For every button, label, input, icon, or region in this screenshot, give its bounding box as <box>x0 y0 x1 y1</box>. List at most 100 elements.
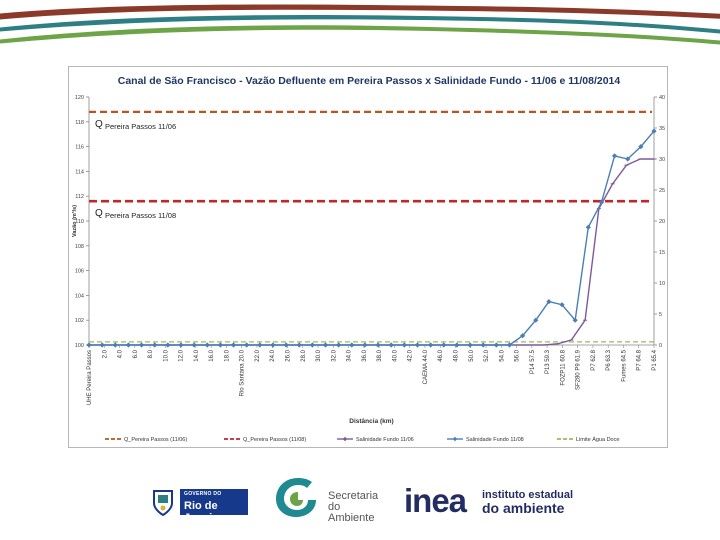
series-sal-11-08-point <box>349 342 355 348</box>
x-tick-label: 50.0 <box>469 349 475 361</box>
x-tick-label: 18.0 <box>224 349 230 361</box>
series-sal-11-08-point <box>165 342 171 348</box>
x-tick-label: 52.0 <box>484 349 490 361</box>
x-tick-label: CAEMA 44.0 <box>423 349 429 384</box>
y-left-tick-label: 118 <box>75 120 84 126</box>
x-tick-label: 40.0 <box>392 349 398 361</box>
swoosh-green <box>0 25 720 45</box>
governo-rj-logo: GOVERNO DO Rio de Janeiro <box>150 487 248 524</box>
series-sal-11-08-point <box>428 342 434 348</box>
rj-small-text: GOVERNO DO <box>184 491 222 497</box>
x-tick-label: 56.0 <box>515 349 521 361</box>
series-sal-11-08-point <box>309 342 315 348</box>
series-sal-11-08-point <box>572 317 578 323</box>
series-sal-11-08-point <box>414 342 421 348</box>
series-sal-11-08-point <box>86 342 92 348</box>
inea-subtitle-2: do ambiente <box>482 500 565 516</box>
y-left-tick-label: 110 <box>75 219 84 225</box>
x-tick-label: 34.0 <box>347 349 353 361</box>
series-sal-11-08-point <box>585 224 591 230</box>
legend-marker <box>452 436 458 442</box>
x-tick-label: P7 64.8 <box>637 349 643 370</box>
x-tick-label: 12.0 <box>179 349 185 361</box>
rj-coat-of-arms-icon <box>153 490 173 517</box>
x-tick-label: P7 62.8 <box>591 349 597 370</box>
spiral-icon <box>276 478 316 517</box>
x-tick-label: Fumes 64.5 <box>621 349 627 381</box>
x-tick-label: 54.0 <box>499 349 505 361</box>
x-tick-label: 6.0 <box>133 349 139 358</box>
x-tick-label: 30.0 <box>316 349 322 361</box>
y-right-tick-label: 25 <box>659 188 665 194</box>
x-tick-label: 8.0 <box>148 349 154 358</box>
legend-label: Salinidade Fundo 11/08 <box>466 437 524 443</box>
annotation-q-sub: Pereira Passos 11/08 <box>105 211 176 220</box>
y-left-tick-label: 112 <box>75 194 84 200</box>
x-tick-label: 24.0 <box>270 349 276 361</box>
swoosh-brown <box>0 4 720 20</box>
annotation-q-label: Q <box>95 119 103 130</box>
x-tick-label: 26.0 <box>286 349 292 361</box>
series-sal-11-08-point <box>506 342 513 348</box>
inea-logo: inea instituto estadual do ambiente <box>404 484 576 518</box>
series-sal-11-08-point <box>454 342 460 348</box>
legend-label: Q_Pereira Passos (11/08) <box>243 437 306 443</box>
x-tick-label: SF280 P9 61.9 <box>576 349 582 390</box>
y-left-tick-label: 106 <box>75 269 84 275</box>
series-sal-11-08-point <box>283 342 289 348</box>
series-sal-11-08-line <box>89 130 655 346</box>
series-sal-11-08-point <box>520 333 526 339</box>
annotation-q-label: Q <box>95 208 103 219</box>
series-sal-11-08-point <box>204 342 210 348</box>
series-sal-11-08-point <box>178 342 184 348</box>
chart-frame: Canal de São Francisco - Vazão Defluente… <box>68 66 668 448</box>
x-tick-label: P14 57.5 <box>530 349 536 374</box>
series-sal-11-08-point <box>598 199 605 205</box>
x-tick-label: 28.0 <box>301 349 307 361</box>
y-right-tick-label: 40 <box>659 95 665 101</box>
series-sal-11-08-point <box>362 342 368 348</box>
y-left-tick-label: 104 <box>75 293 84 299</box>
series-sal-11-08-point <box>480 342 486 348</box>
legend-label: Salinidade Fundo 11/06 <box>356 437 414 443</box>
series-sal-11-08-point <box>270 342 276 348</box>
legend-label: Q_Pereira Passos (11/06) <box>124 437 187 443</box>
series-sal-11-08-point <box>322 342 329 348</box>
x-tick-label: 32.0 <box>331 349 337 361</box>
series-sal-11-08-point <box>638 144 644 150</box>
sa-line2: do Ambiente <box>328 501 375 524</box>
x-tick-label: 10.0 <box>163 349 169 361</box>
x-tick-label: FOZP11 60.8 <box>560 349 566 385</box>
series-sal-11-08-point <box>401 342 407 348</box>
y-left-tick-label: 114 <box>75 169 84 175</box>
y-right-tick-label: 30 <box>659 157 665 163</box>
x-tick-label: 48.0 <box>453 349 459 361</box>
x-tick-label: 46.0 <box>438 349 444 361</box>
series-sal-11-08-point <box>625 156 631 162</box>
x-tick-label: 16.0 <box>209 349 215 361</box>
y-left-tick-label: 116 <box>75 145 84 151</box>
rj-label-box: GOVERNO DO Rio de Janeiro <box>180 489 248 524</box>
series-sal-11-08-point <box>467 342 473 348</box>
x-tick-label: 14.0 <box>194 349 200 361</box>
inea-subtitle-1: instituto estadual <box>482 489 574 501</box>
x-tick-label: P1 65.4 <box>652 349 658 370</box>
series-sal-11-08-point <box>611 153 618 159</box>
x-tick-label: 22.0 <box>255 349 261 361</box>
series-sal-11-08-point <box>152 342 158 348</box>
series-sal-11-08-point <box>546 299 552 305</box>
y-left-tick-label: 100 <box>75 343 84 349</box>
series-sal-11-08-point <box>375 342 381 348</box>
x-tick-label: UHE Pereira Passos <box>87 350 93 405</box>
y-right-tick-label: 35 <box>659 126 665 132</box>
y-left-tick-label: 120 <box>75 95 84 101</box>
series-sal-11-08-point <box>191 342 197 348</box>
sa-text: Secretaria do Ambiente <box>328 491 384 524</box>
series-sal-11-08-point <box>388 342 394 348</box>
series-sal-11-08-point <box>125 342 132 348</box>
series-sal-11-06-line <box>89 158 654 346</box>
y-left-axis-title: Vazão (m³/s) <box>71 205 78 237</box>
x-tick-label: Rio Santana 20.0 <box>240 349 246 396</box>
chart-svg: Canal de São Francisco - Vazão Defluente… <box>71 75 665 443</box>
